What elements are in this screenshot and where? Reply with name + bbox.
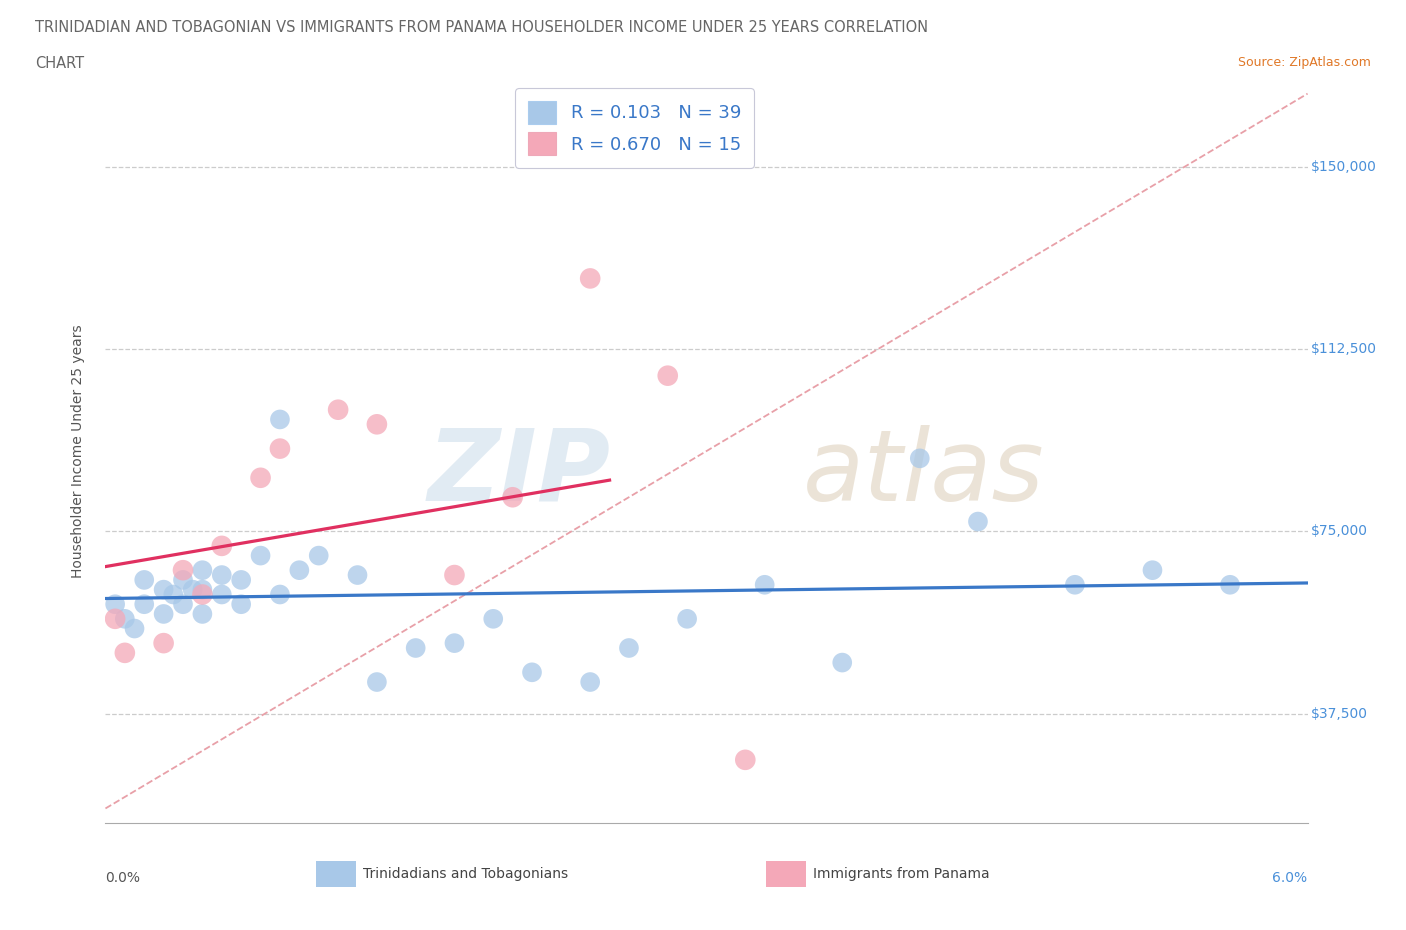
Point <box>579 674 602 689</box>
Point <box>326 403 349 418</box>
Y-axis label: Householder Income Under 25 years: Householder Income Under 25 years <box>70 325 84 578</box>
Point <box>754 578 776 592</box>
Point <box>657 368 679 383</box>
Point <box>191 587 214 602</box>
Text: CHART: CHART <box>35 56 84 71</box>
Point <box>124 621 146 636</box>
Point <box>114 645 136 660</box>
Text: $112,500: $112,500 <box>1312 342 1378 356</box>
Text: Trinidadians and Tobagonians: Trinidadians and Tobagonians <box>363 867 568 882</box>
Point <box>734 752 756 767</box>
Point <box>831 655 853 670</box>
Point <box>1064 578 1087 592</box>
Point <box>269 441 291 456</box>
Point <box>269 412 291 427</box>
Point <box>191 563 214 578</box>
Point <box>152 636 174 651</box>
Text: TRINIDADIAN AND TOBAGONIAN VS IMMIGRANTS FROM PANAMA HOUSEHOLDER INCOME UNDER 25: TRINIDADIAN AND TOBAGONIAN VS IMMIGRANTS… <box>35 20 928 35</box>
Point <box>405 641 427 656</box>
Text: ZIP: ZIP <box>427 425 610 522</box>
Point <box>191 582 214 597</box>
Point <box>269 587 291 602</box>
Point <box>181 582 204 597</box>
Point <box>249 548 271 563</box>
Text: Source: ZipAtlas.com: Source: ZipAtlas.com <box>1237 56 1371 69</box>
Point <box>288 563 311 578</box>
Text: 0.0%: 0.0% <box>105 871 141 885</box>
Point <box>346 567 368 582</box>
Text: atlas: atlas <box>803 425 1045 522</box>
Point <box>211 567 233 582</box>
Point <box>231 573 253 588</box>
Point <box>249 471 271 485</box>
Point <box>1142 563 1164 578</box>
Point <box>443 567 465 582</box>
Point <box>579 271 602 286</box>
Point <box>152 606 174 621</box>
Point <box>172 563 194 578</box>
Point <box>172 597 194 612</box>
Text: $37,500: $37,500 <box>1312 707 1368 721</box>
Point <box>443 636 465 651</box>
Point <box>211 587 233 602</box>
Text: $75,000: $75,000 <box>1312 525 1368 538</box>
Point <box>211 538 233 553</box>
Point <box>114 611 136 626</box>
Point <box>172 573 194 588</box>
Point <box>231 597 253 612</box>
Point <box>482 611 505 626</box>
Point <box>1219 578 1241 592</box>
Point <box>152 582 174 597</box>
Point <box>104 597 127 612</box>
Point <box>191 606 214 621</box>
Point <box>134 597 156 612</box>
Text: 6.0%: 6.0% <box>1272 871 1308 885</box>
Point <box>676 611 699 626</box>
Point <box>366 674 388 689</box>
Point <box>134 573 156 588</box>
Point <box>967 514 990 529</box>
Point <box>617 641 640 656</box>
Text: Immigrants from Panama: Immigrants from Panama <box>813 867 990 882</box>
Point <box>308 548 330 563</box>
Text: $150,000: $150,000 <box>1312 160 1376 174</box>
Point <box>908 451 931 466</box>
Legend: R = 0.103   N = 39, R = 0.670   N = 15: R = 0.103 N = 39, R = 0.670 N = 15 <box>515 88 754 168</box>
Point <box>162 587 184 602</box>
Point <box>502 490 524 505</box>
Point <box>104 611 127 626</box>
Point <box>520 665 543 680</box>
Point <box>366 417 388 432</box>
